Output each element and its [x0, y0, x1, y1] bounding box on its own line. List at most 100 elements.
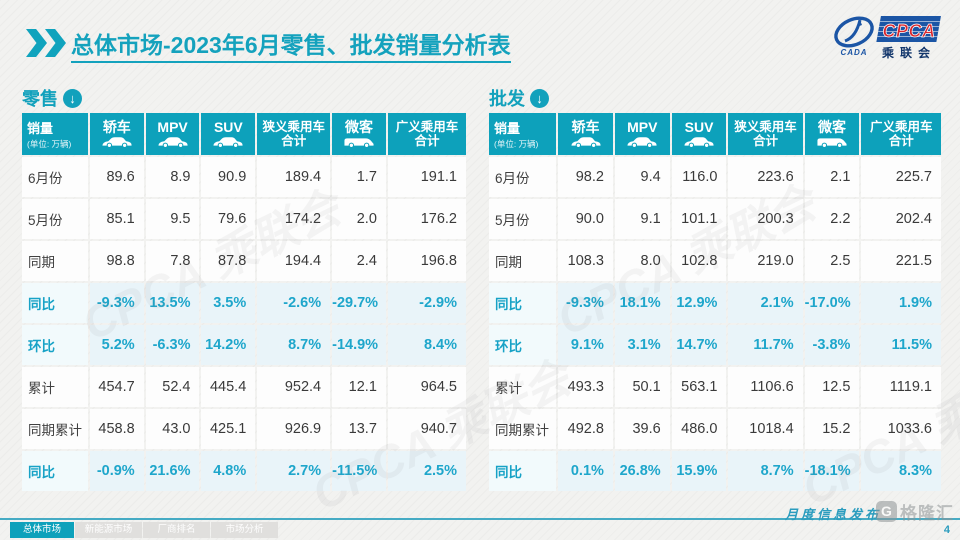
column-header: SUV	[201, 113, 256, 155]
table-cell: 8.7%	[728, 451, 803, 491]
retail-section-label: 零售 ↓	[22, 85, 82, 111]
gelonghui-logo: G 格隆汇	[876, 499, 954, 524]
download-arrow-icon: ↓	[530, 88, 549, 108]
table-cell: 2.4	[332, 241, 386, 281]
table-cell: 1119.1	[861, 367, 941, 407]
table-cell: -29.7%	[332, 283, 386, 323]
download-arrow-icon: ↓	[63, 88, 82, 108]
cpca-logo-graphic: CADA CPCA 乘联会	[834, 16, 941, 60]
table-cell: -3.8%	[804, 325, 860, 365]
column-header: 广义乘用车 合计	[387, 113, 466, 155]
table-cell: 8.0	[614, 241, 670, 281]
title-section: 总体市场	[71, 32, 163, 58]
car-icon	[158, 137, 188, 148]
table-cell: 2.0	[332, 199, 386, 239]
table-row: 5月份 85.1 9.5 79.6 174.2 2.0 176.2	[22, 199, 466, 239]
table-cell: 15.2	[804, 409, 860, 449]
table-cell: 3.5%	[201, 283, 256, 323]
wholesale-section-label: 批发 ↓	[489, 85, 549, 111]
table-cell: 14.7%	[671, 325, 727, 365]
table-cell: 9.5	[145, 199, 200, 239]
row-label: 同期累计	[22, 409, 88, 449]
table-cell: 964.5	[387, 367, 466, 407]
car-icon	[213, 137, 243, 148]
table-cell: 202.4	[861, 199, 941, 239]
table-row: 环比 5.2% -6.3% 14.2% 8.7% -14.9% 8.4%	[22, 325, 466, 365]
title-rest: -2023年6月零售、批发销量分析表	[163, 32, 511, 58]
table-cell: 1.9%	[861, 283, 941, 323]
row-label: 同比	[489, 451, 557, 491]
table-cell: 425.1	[201, 409, 256, 449]
table-cell: 98.2	[558, 157, 613, 197]
table-cell: 52.4	[145, 367, 200, 407]
table-cell: 9.1	[614, 199, 670, 239]
table-cell: 458.8	[89, 409, 144, 449]
table-cell: 12.5	[804, 367, 860, 407]
table-cell: 486.0	[671, 409, 727, 449]
table-cell: -11.5%	[332, 451, 386, 491]
row-label: 同比	[22, 451, 88, 491]
svg-text:乘联会: 乘联会	[881, 45, 936, 60]
tab-nev-market[interactable]: 新能源市场	[75, 522, 143, 538]
table-cell: 90.9	[201, 157, 256, 197]
table-row: 累计 454.7 52.4 445.4 952.4 12.1 964.5	[22, 367, 466, 407]
table-cell: 4.8%	[201, 451, 256, 491]
table-cell: 2.1	[804, 157, 860, 197]
table-cell: 563.1	[671, 367, 727, 407]
row-label: 同期	[489, 241, 557, 281]
table-cell: 225.7	[861, 157, 941, 197]
car-icon	[102, 137, 132, 148]
table-cell: 9.4	[614, 157, 670, 197]
row-label: 6月份	[22, 157, 88, 197]
table-cell: 50.1	[614, 367, 670, 407]
sales-unit-header: 销量 (单位: 万辆)	[489, 113, 557, 155]
table-cell: -18.1%	[804, 451, 860, 491]
table-row: 6月份 98.2 9.4 116.0 223.6 2.1 225.7	[489, 157, 941, 197]
table-cell: 191.1	[387, 157, 466, 197]
column-header: SUV	[671, 113, 727, 155]
table-row: 同期累计 492.8 39.6 486.0 1018.4 15.2 1033.6	[489, 409, 941, 449]
row-label: 同期	[22, 241, 88, 281]
table-cell: 221.5	[861, 241, 941, 281]
van-icon	[817, 138, 847, 148]
table-cell: 445.4	[201, 367, 256, 407]
table-cell: 2.5	[804, 241, 860, 281]
row-label: 同比	[22, 283, 88, 323]
table-cell: 2.5%	[387, 451, 466, 491]
row-label: 6月份	[489, 157, 557, 197]
table-cell: -6.3%	[145, 325, 200, 365]
table-cell: 101.1	[671, 199, 727, 239]
table-cell: -2.6%	[257, 283, 331, 323]
tab-market-analysis[interactable]: 市场分析	[211, 522, 279, 538]
table-cell: 189.4	[257, 157, 331, 197]
column-header: 微客	[804, 113, 860, 155]
retail-table: 销量 (单位: 万辆) 轿车 MPV SUV 狭义乘用车 合计 微客 广义乘用车 合计 6月份 8…	[20, 111, 468, 493]
car-icon	[684, 137, 714, 148]
table-cell: 1106.6	[728, 367, 803, 407]
row-label: 累计	[489, 367, 557, 407]
table-cell: 8.4%	[387, 325, 466, 365]
cpca-logo: CADA CPCA 乘联会	[830, 10, 945, 64]
table-cell: 90.0	[558, 199, 613, 239]
table-cell: -14.9%	[332, 325, 386, 365]
table-cell: 223.6	[728, 157, 803, 197]
table-cell: 102.8	[671, 241, 727, 281]
table-cell: 2.7%	[257, 451, 331, 491]
table-cell: 200.3	[728, 199, 803, 239]
svg-text:CADA: CADA	[840, 48, 867, 57]
footer-divider	[0, 518, 960, 520]
footer-nav: 总体市场 新能源市场 厂商排名 市场分析	[10, 522, 279, 538]
table-cell: -0.9%	[89, 451, 144, 491]
table-cell: 116.0	[671, 157, 727, 197]
tab-overall-market[interactable]: 总体市场	[10, 522, 75, 538]
column-header: 广义乘用车 合计	[861, 113, 941, 155]
tab-oem-ranking[interactable]: 厂商排名	[143, 522, 211, 538]
table-cell: 98.8	[89, 241, 144, 281]
table-cell: 1.7	[332, 157, 386, 197]
table-cell: 21.6%	[145, 451, 200, 491]
table-cell: 492.8	[558, 409, 613, 449]
column-header: 狭义乘用车 合计	[728, 113, 803, 155]
table-cell: 2.1%	[728, 283, 803, 323]
table-row: 同比 -9.3% 13.5% 3.5% -2.6% -29.7% -2.9%	[22, 283, 466, 323]
table-cell: 952.4	[257, 367, 331, 407]
